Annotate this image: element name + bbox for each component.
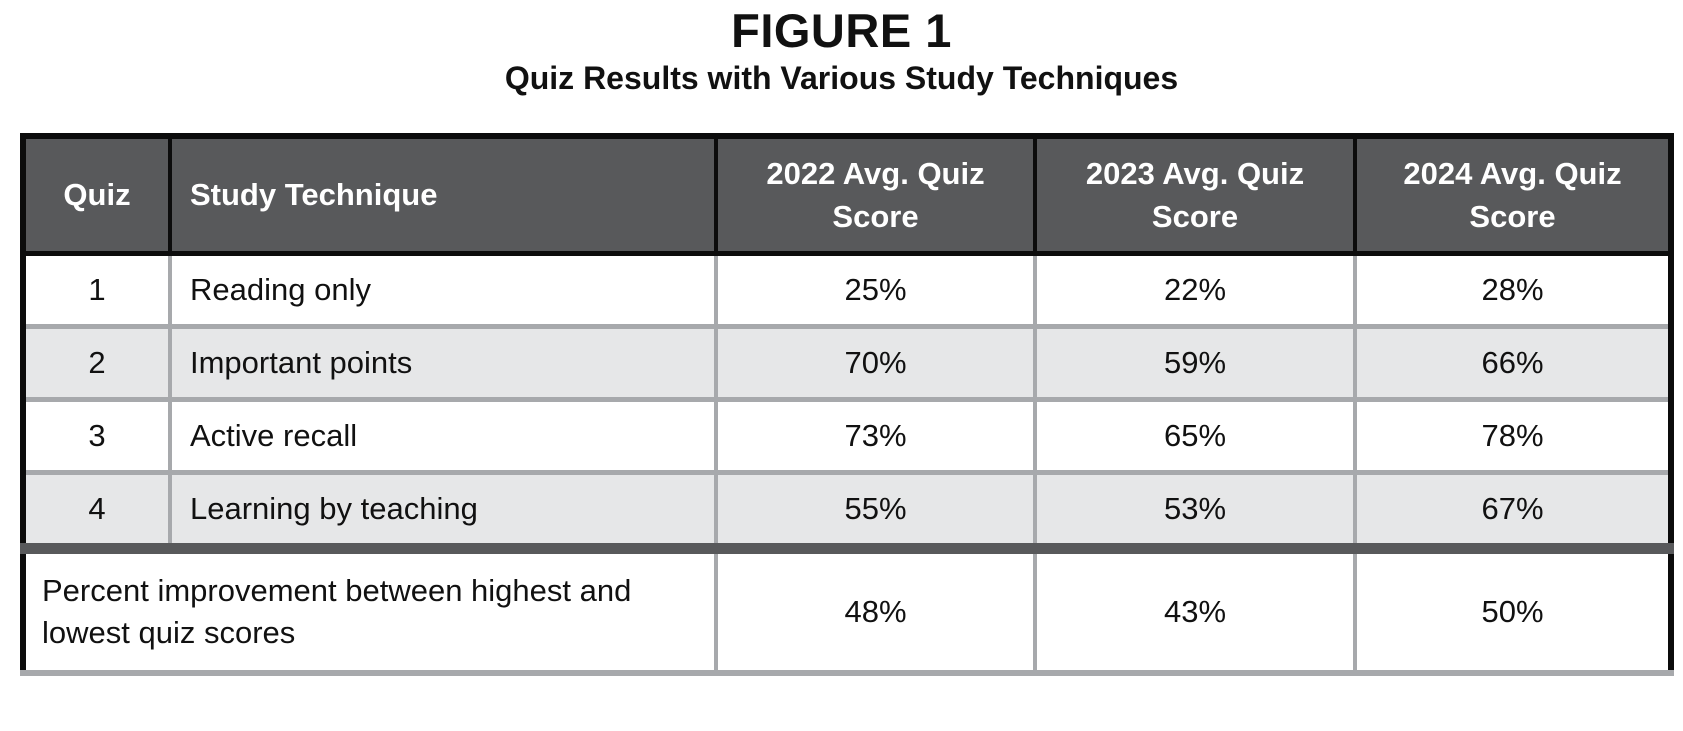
quiz-results-table: Quiz Study Technique 2022 Avg. Quiz Scor… xyxy=(20,133,1674,676)
cell-2022-score: 73% xyxy=(714,397,1035,473)
cell-study-technique: Active recall xyxy=(168,397,716,473)
cell-2024-score: 66% xyxy=(1353,324,1671,400)
cell-2022-score: 55% xyxy=(714,470,1035,549)
cell-2023-score: 59% xyxy=(1033,324,1355,400)
summary-2022-value: 48% xyxy=(714,543,1035,673)
header-cell-study-technique: Study Technique xyxy=(168,136,716,256)
cell-quiz-number: 3 xyxy=(23,397,170,473)
table-row: 3 Active recall 73% 65% 78% xyxy=(23,397,1671,473)
header-cell-2024-score: 2024 Avg. Quiz Score xyxy=(1353,136,1671,256)
figure-label: FIGURE 1 xyxy=(731,4,952,57)
summary-2023-value: 43% xyxy=(1033,543,1355,673)
cell-quiz-number: 4 xyxy=(23,470,170,549)
cell-study-technique: Important points xyxy=(168,324,716,400)
cell-2024-score: 28% xyxy=(1353,253,1671,327)
cell-2022-score: 70% xyxy=(714,324,1035,400)
figure-header: FIGURE 1 Quiz Results with Various Study… xyxy=(0,0,1683,97)
figure-subtitle: Quiz Results with Various Study Techniqu… xyxy=(504,60,1179,97)
cell-2022-score: 25% xyxy=(714,253,1035,327)
table-row: 2 Important points 70% 59% 66% xyxy=(23,324,1671,400)
header-cell-2023-score: 2023 Avg. Quiz Score xyxy=(1033,136,1355,256)
summary-2024-value: 50% xyxy=(1353,543,1671,673)
cell-2023-score: 53% xyxy=(1033,470,1355,549)
cell-study-technique: Learning by teaching xyxy=(168,470,716,549)
table-header-row: Quiz Study Technique 2022 Avg. Quiz Scor… xyxy=(23,136,1671,256)
summary-row: Percent improvement between highest and … xyxy=(23,543,1671,673)
header-cell-2024-score-text: 2024 Avg. Quiz Score xyxy=(1403,155,1622,234)
cell-study-technique: Reading only xyxy=(168,253,716,327)
table-row: 4 Learning by teaching 55% 53% 67% xyxy=(23,470,1671,549)
table-row: 1 Reading only 25% 22% 28% xyxy=(23,253,1671,327)
header-cell-2022-score-text: 2022 Avg. Quiz Score xyxy=(766,155,985,234)
cell-quiz-number: 1 xyxy=(23,253,170,327)
header-cell-2022-score: 2022 Avg. Quiz Score xyxy=(714,136,1035,256)
header-cell-2023-score-text: 2023 Avg. Quiz Score xyxy=(1085,155,1305,234)
cell-2024-score: 78% xyxy=(1353,397,1671,473)
summary-label-text: Percent improvement between highest and … xyxy=(42,573,632,650)
cell-2023-score: 22% xyxy=(1033,253,1355,327)
summary-label-cell: Percent improvement between highest and … xyxy=(23,543,716,673)
cell-quiz-number: 2 xyxy=(23,324,170,400)
cell-2024-score: 67% xyxy=(1353,470,1671,549)
cell-2023-score: 65% xyxy=(1033,397,1355,473)
header-cell-quiz: Quiz xyxy=(23,136,170,256)
